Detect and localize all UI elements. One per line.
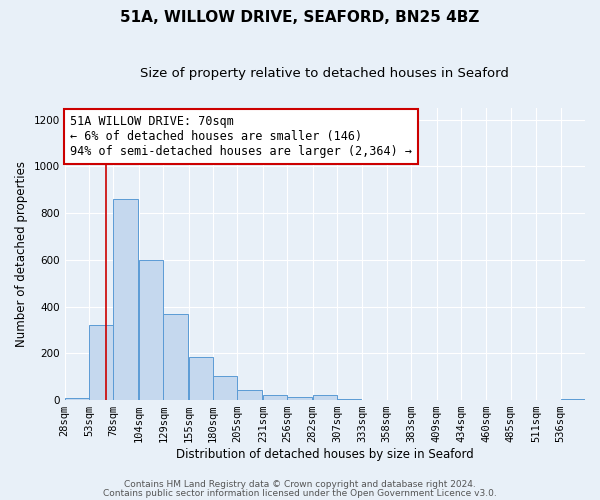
Bar	[163, 314, 188, 400]
Bar	[65, 398, 89, 400]
Text: 51A, WILLOW DRIVE, SEAFORD, BN25 4BZ: 51A, WILLOW DRIVE, SEAFORD, BN25 4BZ	[121, 10, 479, 25]
Bar	[113, 199, 138, 400]
Y-axis label: Number of detached properties: Number of detached properties	[15, 161, 28, 347]
Bar	[213, 376, 238, 400]
Bar	[188, 357, 213, 400]
Bar	[287, 396, 311, 400]
Bar	[89, 326, 113, 400]
Bar	[337, 399, 361, 400]
Text: 51A WILLOW DRIVE: 70sqm
← 6% of detached houses are smaller (146)
94% of semi-de: 51A WILLOW DRIVE: 70sqm ← 6% of detached…	[70, 116, 412, 158]
Bar	[560, 399, 585, 400]
Bar	[313, 396, 337, 400]
Text: Contains public sector information licensed under the Open Government Licence v3: Contains public sector information licen…	[103, 488, 497, 498]
Title: Size of property relative to detached houses in Seaford: Size of property relative to detached ho…	[140, 68, 509, 80]
Bar	[139, 260, 163, 400]
Bar	[263, 396, 287, 400]
X-axis label: Distribution of detached houses by size in Seaford: Distribution of detached houses by size …	[176, 448, 474, 461]
Text: Contains HM Land Registry data © Crown copyright and database right 2024.: Contains HM Land Registry data © Crown c…	[124, 480, 476, 489]
Bar	[238, 390, 262, 400]
